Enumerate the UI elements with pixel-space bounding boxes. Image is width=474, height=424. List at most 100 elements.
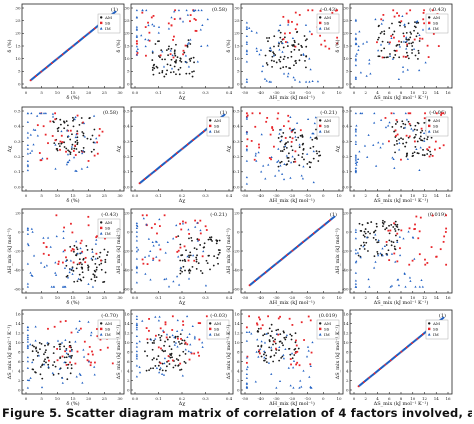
data-point-SS xyxy=(154,334,157,337)
y-tick-label: 0.3 xyxy=(233,139,240,144)
data-point-IM xyxy=(152,244,155,247)
data-point-IM xyxy=(245,382,248,385)
data-point-AM xyxy=(394,54,397,56)
data-point-AM xyxy=(394,220,397,223)
data-point-SS xyxy=(193,352,196,355)
data-point-AM xyxy=(416,32,419,35)
legend-marker-SS xyxy=(100,226,103,230)
data-point-IM xyxy=(135,246,138,249)
data-point-SS xyxy=(418,230,421,233)
data-point-IM xyxy=(94,242,98,245)
correlation-label: (-0.21) xyxy=(320,109,337,116)
data-point-IM xyxy=(245,356,248,359)
data-point-AM xyxy=(93,148,95,151)
y-tick-label: 0 xyxy=(18,81,21,86)
data-point-AM xyxy=(398,56,401,59)
x-tick-label: 12 xyxy=(422,295,428,300)
data-point-AM xyxy=(390,223,393,226)
data-point-IM xyxy=(157,25,161,28)
data-point-AM xyxy=(284,142,287,145)
y-tick-label: 0.2 xyxy=(123,154,130,159)
data-point-SS xyxy=(256,322,258,325)
y-tick-label: 0 xyxy=(237,387,240,392)
data-point-AM xyxy=(104,258,107,261)
correlation-label: (1) xyxy=(330,211,337,218)
data-point-AM xyxy=(189,251,192,254)
data-point-AM xyxy=(72,250,75,253)
data-point-AM xyxy=(195,267,198,270)
data-point-AM xyxy=(63,146,66,148)
data-point-AM xyxy=(366,222,369,224)
data-point-AM xyxy=(405,51,408,54)
data-point-IM xyxy=(423,139,426,142)
data-point-IM xyxy=(357,48,360,51)
data-point-AM xyxy=(278,340,281,343)
data-point-IM xyxy=(248,26,251,29)
data-point-IM xyxy=(69,268,72,271)
data-point-IM xyxy=(377,141,380,144)
data-point-IM xyxy=(29,133,32,136)
data-point-AM xyxy=(278,58,281,61)
data-point-AM xyxy=(184,269,186,272)
data-point-IM xyxy=(67,134,70,137)
data-point-AM xyxy=(262,334,265,337)
data-point-AM xyxy=(191,70,194,73)
data-point-SS xyxy=(90,361,92,364)
data-point-SS xyxy=(291,324,294,326)
y-tick-label: 15 xyxy=(234,43,240,48)
data-point-SS xyxy=(205,315,208,318)
data-point-AM xyxy=(279,333,282,336)
data-point-IM xyxy=(162,373,166,376)
data-point-AM xyxy=(169,64,172,67)
data-point-AM xyxy=(68,341,71,343)
data-point-IM xyxy=(284,347,287,350)
y-tick-label: 20 xyxy=(343,31,349,36)
data-point-IM xyxy=(38,112,41,115)
data-point-AM xyxy=(265,357,267,360)
data-point-IM xyxy=(245,372,248,375)
data-point-AM xyxy=(66,367,69,369)
data-point-SS xyxy=(49,120,52,123)
data-point-IM xyxy=(275,332,278,335)
data-point-IM xyxy=(29,271,32,274)
data-point-SS xyxy=(193,17,196,20)
y-tick-label: 0 xyxy=(346,229,349,234)
data-point-SS xyxy=(246,138,249,141)
data-point-IM xyxy=(43,363,46,366)
data-point-AM xyxy=(398,21,401,23)
data-point-AM xyxy=(389,53,391,55)
y-axis-label: ΔS_mix (kJ mol⁻¹ K⁻¹) xyxy=(115,325,122,380)
data-point-AM xyxy=(383,221,386,223)
data-point-SS xyxy=(189,20,191,23)
data-point-AM xyxy=(279,60,282,63)
data-point-IM xyxy=(197,9,200,12)
data-point-AM xyxy=(146,341,149,344)
x-tick-label: -10 xyxy=(304,295,311,300)
data-point-AM xyxy=(264,54,267,57)
data-point-IM xyxy=(270,372,273,375)
data-point-AM xyxy=(285,336,288,339)
data-point-IM xyxy=(135,239,138,242)
data-point-SS xyxy=(79,327,82,330)
y-tick-label: 25 xyxy=(15,18,21,23)
data-point-AM xyxy=(82,132,85,135)
data-point-AM xyxy=(398,138,400,141)
y-tick-label: 0.5 xyxy=(342,108,349,113)
data-point-SS xyxy=(299,129,302,132)
data-point-AM xyxy=(216,257,219,259)
data-point-IM xyxy=(69,259,72,262)
data-point-AM xyxy=(183,360,186,363)
data-point-AM xyxy=(160,49,163,52)
x-tick-label: 30 xyxy=(117,193,123,198)
data-point-AM xyxy=(167,48,170,50)
data-point-SS xyxy=(275,347,277,350)
data-point-IM xyxy=(29,151,32,154)
data-point-AM xyxy=(429,153,432,156)
data-point-IM xyxy=(187,228,190,231)
data-point-AM xyxy=(154,365,157,367)
x-tick-label: 0.4 xyxy=(226,90,233,95)
data-point-SS xyxy=(167,355,170,357)
y-tick-label: 0.3 xyxy=(342,139,349,144)
x-tick-label: 0 xyxy=(322,396,325,401)
